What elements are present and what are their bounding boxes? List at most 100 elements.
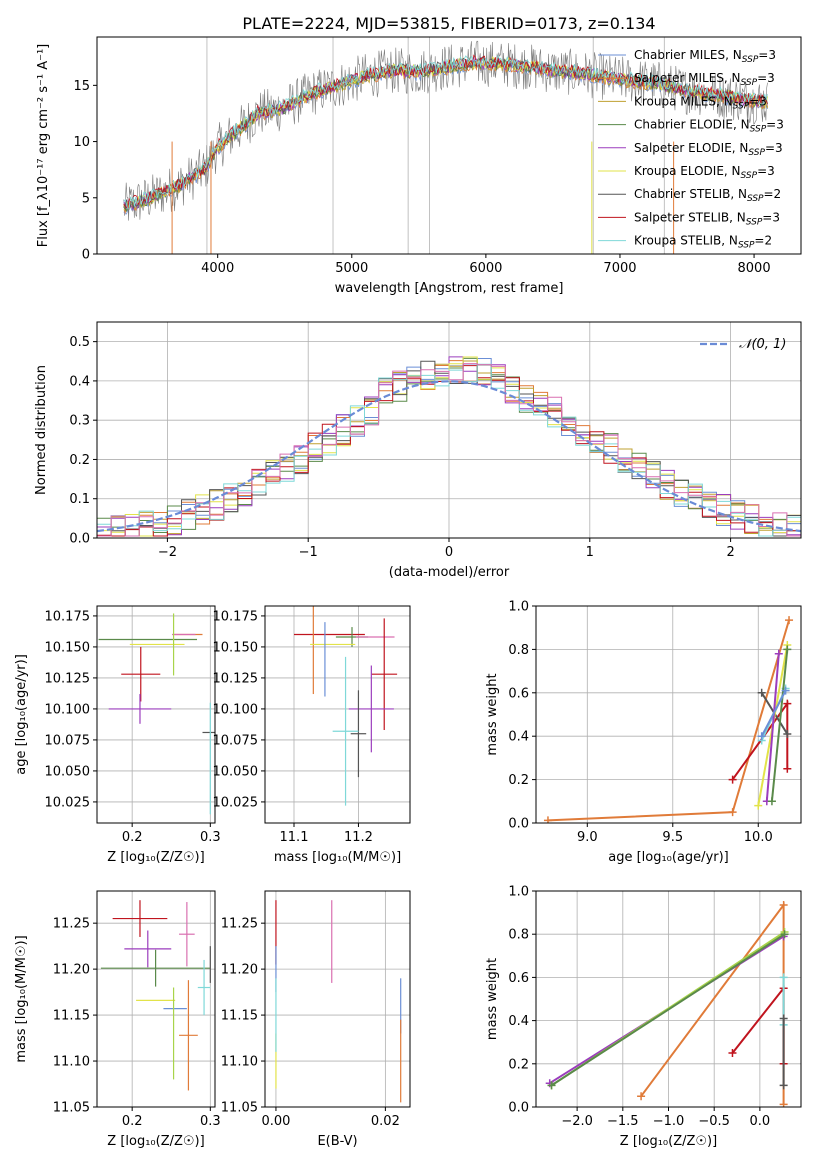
error-bar-point [179, 980, 198, 1091]
x-tick-label: 6000 [469, 261, 502, 276]
y-tick-label: 10.150 [213, 640, 259, 655]
y-tick-label: 11.05 [53, 1101, 90, 1116]
weight-marker [779, 1100, 788, 1107]
y-tick-label: 10.050 [45, 764, 91, 779]
weight-marker [767, 797, 776, 806]
legend-label: Kroupa MILES, NSSP=3 [634, 94, 767, 111]
weight-series [728, 984, 788, 1068]
weight-series [547, 930, 789, 1090]
x-tick-label: −2.0 [561, 1114, 593, 1129]
weight-marker [783, 730, 792, 739]
x-axis-label: wavelength [Angstrom, rest frame] [335, 281, 564, 296]
x-tick-label: 0.2 [122, 1114, 143, 1129]
error-bar-point [332, 656, 359, 806]
y-tick-label: 11.05 [221, 1101, 258, 1116]
weight-marker [757, 732, 766, 741]
x-tick-label: 11.1 [280, 830, 309, 845]
weight-line [731, 700, 789, 781]
y-tick-label: 11.15 [221, 1009, 258, 1024]
y-tick-label: 11.20 [221, 963, 258, 978]
weight-line [550, 933, 786, 1087]
y-tick-label: 10.175 [45, 609, 91, 624]
weight-series [543, 616, 794, 823]
y-tick-label: 0.8 [508, 928, 529, 943]
x-tick-label: −2 [158, 545, 177, 560]
weight-marker [779, 1014, 788, 1023]
weight-marker [774, 649, 783, 658]
weight-line [547, 619, 790, 822]
x-tick-label: −1 [299, 545, 318, 560]
y-axis-label: Flux [f_λ10⁻¹⁷ erg cm⁻² s⁻¹ A⁻¹] [36, 44, 51, 248]
x-tick-label: 2 [726, 545, 734, 560]
weight-line [731, 985, 785, 1064]
plot-area [97, 356, 801, 537]
axes-frame [96, 890, 216, 1108]
x-tick-label: 0.3 [200, 830, 221, 845]
axes-frame [535, 605, 802, 824]
weight-marker [543, 816, 552, 823]
y-tick-label: 0.0 [508, 1101, 529, 1116]
x-tick-label: 9.5 [662, 830, 683, 845]
y-tick-label: 0.8 [508, 643, 529, 658]
legend-label: Chabrier MILES, NSSP=3 [634, 48, 776, 65]
y-tick-label: 0.2 [508, 1057, 529, 1072]
y-tick-label: 10.075 [213, 733, 259, 748]
weight-marker [757, 688, 766, 697]
y-tick-label: 10.025 [213, 795, 259, 810]
error-bar-point [197, 959, 211, 1016]
weight-marker [728, 775, 737, 784]
y-tick-label: 0.2 [508, 773, 529, 788]
x-tick-label: −1.0 [653, 1114, 685, 1129]
y-tick-label: 11.25 [53, 917, 90, 932]
weight-marker [781, 686, 790, 695]
y-tick-label: 10.100 [213, 702, 259, 717]
weight-marker [779, 1081, 788, 1090]
x-tick-label: 10.0 [744, 830, 773, 845]
weight-series [779, 1014, 788, 1090]
y-tick-label: 1.0 [508, 885, 529, 900]
axes-frame [96, 36, 802, 255]
y-tick-label: 0.6 [508, 686, 529, 701]
x-tick-label: 5000 [335, 261, 368, 276]
y-tick-label: 10.175 [213, 609, 259, 624]
panel-8: −2.0 −1.5 −1.0 −0.5 0.0 0.0 0.2 0.4 0.6 0.8 1.0 Z [… [485, 885, 802, 1149]
panel-4: 11.1 11.2 10.025 10.050 10.075 10.100 10.125 10… [213, 605, 411, 865]
weight-marker [783, 645, 792, 654]
y-tick-label: 0.4 [508, 730, 529, 745]
y-tick-label: 11.10 [53, 1055, 90, 1070]
x-tick-label: −1.5 [607, 1114, 639, 1129]
weight-marker [785, 616, 794, 625]
y-tick-label: 11.20 [53, 963, 90, 978]
y-tick-label: 0.2 [69, 453, 90, 468]
y-tick-label: 10.125 [213, 671, 259, 686]
y-axis-label: mass weight [485, 958, 500, 1040]
plot-area [123, 37, 768, 254]
histogram-step [97, 363, 801, 537]
weight-series [767, 645, 792, 806]
weight-marker [780, 930, 789, 939]
x-axis-label: mass [log₁₀(M/M☉)] [274, 850, 401, 865]
y-tick-label: 0.5 [69, 335, 90, 350]
x-axis-label: (data-model)/error [389, 565, 510, 580]
y-tick-label: 10.050 [213, 764, 259, 779]
x-axis-label: Z [log₁₀(Z/Z☉)] [620, 1134, 717, 1149]
legend-label: Salpeter MILES, NSSP=3 [634, 71, 775, 88]
x-tick-label: −0.5 [698, 1114, 730, 1129]
weight-series [637, 901, 788, 1107]
weight-line [640, 901, 785, 1105]
y-tick-label: 11.15 [53, 1009, 90, 1024]
legend-label: Salpeter ELODIE, NSSP=3 [634, 141, 783, 158]
weight-series [728, 699, 792, 784]
x-tick-label: 7000 [603, 261, 636, 276]
axes-frame [264, 605, 411, 824]
x-tick-label: 0.02 [371, 1114, 400, 1129]
y-tick-label: 0.3 [69, 414, 90, 429]
weight-series [757, 686, 790, 741]
plot-area [543, 616, 794, 823]
x-tick-label: 9.0 [577, 830, 598, 845]
x-axis-label: Z [log₁₀(Z/Z☉)] [107, 850, 204, 865]
y-axis-label: Normed distribution [34, 365, 49, 495]
weight-line [765, 653, 780, 802]
y-tick-label: 0.4 [69, 374, 90, 389]
y-tick-label: 0.0 [508, 817, 529, 832]
